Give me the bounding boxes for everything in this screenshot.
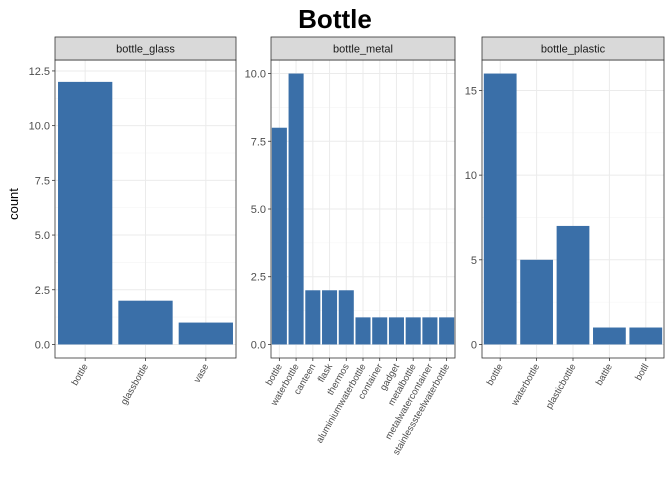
x-tick-label: bottle bbox=[70, 362, 91, 388]
facet-panel-bottle_plastic: 0 5 10 15 bottle waterbottle plasticbottle batt… bbox=[465, 36, 665, 411]
bar-glassbottle bbox=[118, 300, 173, 345]
bar-bottle bbox=[483, 73, 517, 345]
bar-aluminiumwaterbottle bbox=[355, 317, 371, 345]
bar-plasticbottle bbox=[556, 225, 590, 345]
bar-waterbottle bbox=[520, 259, 553, 345]
x-tick-label: battle bbox=[594, 362, 615, 388]
y-tick-label: 0.0 bbox=[35, 339, 50, 351]
y-tick-label: 0 bbox=[471, 339, 477, 351]
bar-container bbox=[372, 317, 388, 345]
y-tick-label: 5.0 bbox=[35, 230, 50, 242]
bar-waterbottle bbox=[288, 73, 304, 345]
facet-strip bbox=[54, 36, 237, 61]
y-tick-label: 5 bbox=[471, 255, 477, 267]
y-tick-label: 10.0 bbox=[29, 121, 50, 133]
facet-panel-bottle_metal: 0.02.55.07.510.0bottlewaterbottlecanteen… bbox=[245, 36, 456, 457]
facet-strip-label: bottle_plastic bbox=[541, 44, 606, 56]
bar-battle bbox=[593, 327, 626, 345]
x-tick-label: glassbottle bbox=[119, 362, 151, 407]
y-axis-label: count bbox=[6, 188, 21, 220]
bar-stainlesssteelwaterbottle bbox=[439, 317, 455, 345]
facet-panels: 0.0 2.5 5.0 7.5 10.0 12.5 bottle glassbottle vas… bbox=[29, 36, 665, 457]
bar-bottle bbox=[271, 127, 287, 345]
facet-strip bbox=[481, 36, 665, 61]
facet-strip-label: bottle_glass bbox=[116, 44, 175, 56]
y-tick-label: 12.5 bbox=[29, 66, 50, 78]
y-tick-label: 10 bbox=[465, 170, 477, 182]
bar-thermos bbox=[338, 290, 354, 345]
chart-title: Bottle bbox=[298, 4, 372, 34]
y-tick-label: 7.5 bbox=[251, 136, 266, 148]
y-tick-label: 2.5 bbox=[251, 272, 266, 284]
bar-flask bbox=[322, 290, 338, 345]
facet-strip bbox=[270, 36, 456, 61]
bar-metalbottle bbox=[405, 317, 421, 345]
y-tick-label: 10.0 bbox=[245, 69, 266, 81]
y-tick-label: 2.5 bbox=[35, 285, 50, 297]
x-tick-label: vase bbox=[192, 362, 212, 385]
x-tick-label: bottle bbox=[485, 362, 506, 388]
bar-bottle bbox=[58, 81, 113, 345]
x-tick-label: plasticbottle bbox=[544, 362, 579, 411]
x-tick-label: waterbottle bbox=[509, 362, 542, 409]
bar-botll bbox=[629, 327, 663, 345]
bar-vase bbox=[178, 322, 233, 345]
x-tick-label: botll bbox=[633, 362, 651, 383]
y-tick-label: 15 bbox=[465, 85, 477, 97]
bar-canteen bbox=[305, 290, 321, 345]
facet-panel-bottle_glass: 0.0 2.5 5.0 7.5 10.0 12.5 bottle glassbottle vas… bbox=[29, 36, 237, 407]
bar-metalwatercontainer bbox=[422, 317, 438, 345]
y-tick-label: 7.5 bbox=[35, 175, 50, 187]
y-tick-label: 5.0 bbox=[251, 204, 266, 216]
bar-gadget bbox=[388, 317, 404, 345]
facet-strip-label: bottle_metal bbox=[333, 44, 393, 56]
y-tick-label: 0.0 bbox=[251, 339, 266, 351]
